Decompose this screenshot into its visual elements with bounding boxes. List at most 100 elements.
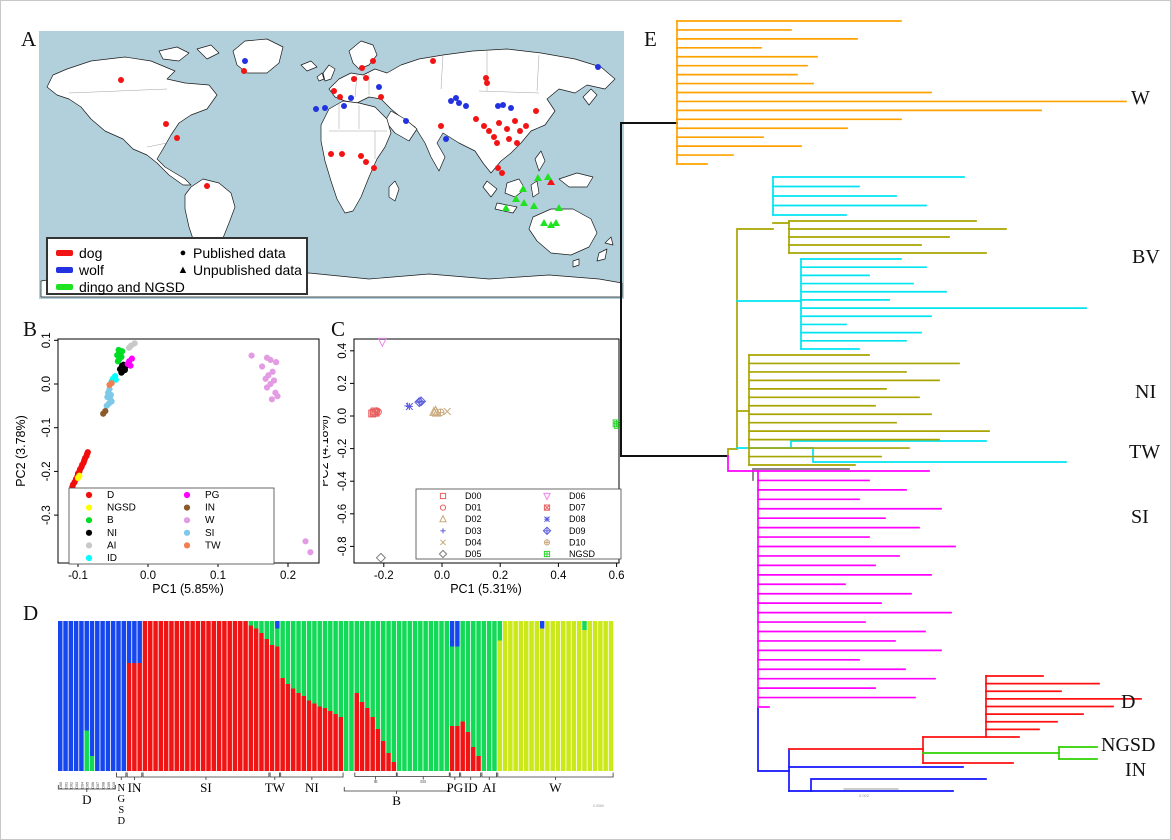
scatter-points	[69, 340, 314, 556]
svg-text:W: W	[549, 780, 562, 795]
svg-text:0.0060: 0.0060	[593, 804, 604, 808]
clade-label-NI: NI	[1135, 381, 1156, 403]
pca-plot-c: -0.2 0.0 0.2 0.4 0.6 0.4 0.2 0.0 -0.2 -0.4 -0.6 -0.…	[323, 337, 625, 596]
svg-text:SI: SI	[205, 528, 214, 539]
svg-text:D09: D09	[107, 782, 111, 789]
svg-text:D10: D10	[112, 782, 116, 789]
svg-text:PC1 (5.85%): PC1 (5.85%)	[152, 582, 224, 596]
clade-label-W: W	[1131, 87, 1150, 109]
japan	[582, 88, 598, 106]
svg-text:D05: D05	[86, 782, 90, 789]
svg-text:D04: D04	[80, 782, 84, 789]
svg-text:0.1: 0.1	[41, 332, 53, 348]
svg-text:G: G	[117, 794, 125, 805]
svg-text:-0.3: -0.3	[41, 505, 53, 525]
svg-text:D06: D06	[569, 491, 586, 501]
svg-text:PG: PG	[205, 490, 220, 501]
svg-text:0.6: 0.6	[609, 570, 625, 582]
arctic-islands	[158, 44, 220, 62]
svg-text:ID: ID	[107, 553, 117, 564]
map-legend-item-wolf: wolf	[56, 261, 104, 279]
svg-text:-0.1: -0.1	[41, 418, 53, 438]
svg-text:-0.2: -0.2	[41, 461, 53, 481]
scatter-points	[368, 337, 622, 563]
svg-text:D01: D01	[64, 782, 68, 789]
philippines	[534, 150, 546, 172]
svg-text:TW: TW	[265, 780, 286, 795]
clade-label-BV: BV	[1132, 246, 1160, 268]
svg-text:B: B	[392, 793, 401, 808]
svg-text:AI: AI	[107, 540, 116, 551]
map-legend-label: dingo and NGSD	[79, 279, 185, 295]
wolf-swatch	[56, 267, 73, 273]
phylo-tree: W BV NI TW SI D NGSD IN 0.002	[620, 20, 1160, 798]
clade-label-IN: IN	[1125, 759, 1146, 781]
map-legend-mark-label: Published data	[193, 245, 286, 261]
triangle-icon: ▲	[177, 264, 189, 276]
iceland	[300, 60, 318, 72]
svg-text:D00: D00	[59, 782, 63, 789]
panel-b-label: B	[23, 317, 38, 341]
svg-text:AI: AI	[482, 780, 496, 795]
svg-text:-0.4: -0.4	[337, 471, 349, 491]
svg-text:0.4: 0.4	[550, 570, 567, 582]
dingo-swatch	[56, 284, 73, 290]
svg-text:0.2: 0.2	[280, 570, 296, 582]
svg-text:IN: IN	[128, 780, 142, 795]
country-borders	[68, 51, 540, 159]
clade-label-SI: SI	[1131, 506, 1149, 528]
svg-text:IB: IB	[374, 779, 378, 784]
svg-text:D10: D10	[569, 537, 586, 547]
new-guinea	[558, 172, 594, 188]
svg-text:0.0: 0.0	[140, 570, 156, 582]
continent-north-america	[46, 56, 218, 186]
sulawesi	[530, 180, 540, 198]
svg-text:-0.2: -0.2	[374, 570, 394, 582]
greenland	[232, 38, 284, 74]
map-legend-item-dog: dog	[56, 244, 102, 262]
clade-label-D: D	[1121, 691, 1135, 713]
svg-text:-0.1: -0.1	[68, 570, 88, 582]
svg-text:D: D	[107, 490, 114, 501]
svg-text:NI: NI	[305, 780, 319, 795]
clade-label-TW: TW	[1129, 441, 1160, 463]
panel-e-label: E	[644, 27, 657, 51]
group-brackets: D00 D01 D02 D03 D04 D05 D06 D07 D08 D09 D10DNGSDIN…	[57, 772, 614, 827]
world-map	[39, 31, 624, 299]
australia	[528, 208, 598, 256]
panel-c-label: C	[331, 317, 346, 341]
svg-text:0.2: 0.2	[492, 570, 508, 582]
panel-d-label: D	[23, 601, 39, 625]
svg-text:PG: PG	[447, 780, 464, 795]
british-isles	[316, 64, 336, 82]
svg-text:TW: TW	[205, 540, 221, 551]
svg-text:0.1: 0.1	[210, 570, 226, 582]
map-legend-item-dingo: dingo and NGSD	[56, 278, 185, 296]
svg-text:-0.2: -0.2	[337, 439, 349, 459]
svg-text:0.0: 0.0	[337, 408, 349, 424]
tasmania	[572, 258, 580, 268]
svg-text:IN: IN	[205, 503, 215, 514]
svg-text:0.4: 0.4	[337, 342, 349, 359]
svg-text:D05: D05	[465, 549, 482, 559]
svg-text:D08: D08	[102, 782, 106, 789]
svg-text:-0.6: -0.6	[337, 504, 349, 524]
svg-text:NI: NI	[107, 528, 117, 539]
svg-text:D02: D02	[465, 514, 482, 524]
svg-text:D02: D02	[70, 782, 74, 789]
svg-text:D06: D06	[91, 782, 95, 789]
svg-text:D00: D00	[465, 491, 482, 501]
svg-text:EB: EB	[420, 779, 426, 784]
svg-text:N: N	[117, 783, 125, 794]
sumatra	[482, 180, 498, 198]
admixture-bars	[58, 621, 614, 771]
svg-text:ID: ID	[464, 780, 478, 795]
svg-text:D03: D03	[465, 526, 482, 536]
svg-text:0.0: 0.0	[434, 570, 450, 582]
svg-text:PC2 (4.18%): PC2 (4.18%)	[323, 415, 331, 487]
svg-text:D08: D08	[569, 514, 586, 524]
map-legend-mark-triangle: ▲ Unpublished data	[176, 261, 302, 279]
tree-branches	[620, 20, 1142, 792]
svg-text:S: S	[118, 805, 124, 816]
